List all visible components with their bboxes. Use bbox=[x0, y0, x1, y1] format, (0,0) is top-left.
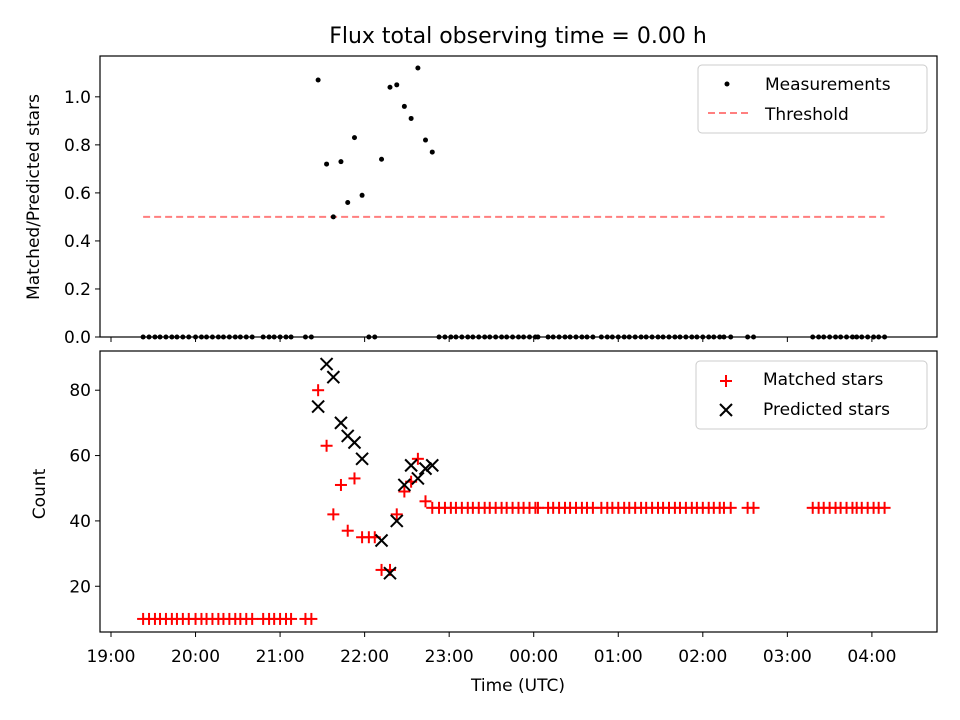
predicted-star-point bbox=[326, 370, 341, 384]
count-y-tick-label: 20 bbox=[69, 577, 91, 597]
count-x-ticks: 19:00 20:00 21:00 22:00 23:00 00:00 01:00 02:00… bbox=[86, 632, 896, 667]
ratio-y-tick-label: 0.0 bbox=[64, 328, 91, 348]
measurement-point bbox=[394, 82, 400, 88]
ratio-panel: Flux total observing time = 0.00 h 0.00.… bbox=[24, 24, 938, 348]
measurement-point bbox=[415, 65, 421, 71]
count-panel: 20 40 60 80 19:00 20:00 21:00 22:00 23:00 00:00 0… bbox=[30, 350, 938, 696]
predicted-star-point bbox=[411, 471, 425, 486]
predicted-star-point bbox=[374, 533, 389, 548]
count-y-axis-label: Count bbox=[30, 468, 50, 519]
x-tick-label: 01:00 bbox=[594, 647, 643, 667]
predicted-star-point bbox=[425, 458, 439, 473]
ratio-y-axis-label: Matched/Predicted stars bbox=[24, 94, 44, 300]
count-y-ticks: 20 40 60 80 bbox=[69, 381, 100, 597]
matched-star-point bbox=[419, 495, 432, 508]
ratio-legend: Measurements Threshold bbox=[697, 64, 928, 134]
ratio-y-tick-label: 0.2 bbox=[64, 280, 91, 300]
matched-star-point bbox=[724, 501, 737, 514]
measurement-point bbox=[315, 77, 321, 83]
predicted-star-point bbox=[418, 461, 433, 476]
predicted-star-point bbox=[334, 416, 348, 430]
ratio-legend-box bbox=[697, 64, 928, 134]
legend-predicted-label: Predicted stars bbox=[763, 400, 890, 420]
count-legend-box bbox=[695, 360, 928, 430]
predicted-star-point bbox=[355, 452, 369, 466]
count-legend: Matched stars Predicted stars bbox=[695, 360, 928, 430]
predicted-star-point bbox=[397, 478, 412, 492]
predicted-star-point bbox=[347, 435, 362, 450]
measurement-point bbox=[324, 161, 330, 167]
matched-star-point bbox=[312, 384, 325, 397]
chart-title: Flux total observing time = 0.00 h bbox=[329, 24, 707, 49]
x-tick-label: 02:00 bbox=[678, 647, 727, 667]
matched-star-point bbox=[334, 478, 347, 491]
matched-star-point bbox=[747, 501, 760, 514]
predicted-star-point bbox=[311, 399, 325, 414]
predicted-star-point bbox=[319, 357, 334, 371]
measurement-point bbox=[401, 103, 407, 109]
matched-star-point bbox=[246, 612, 259, 625]
matched-star-point bbox=[348, 472, 361, 485]
measurement-point bbox=[338, 159, 344, 165]
measurement-point bbox=[351, 135, 357, 141]
count-y-tick-label: 60 bbox=[69, 447, 91, 467]
count-axes-frame bbox=[99, 350, 938, 633]
predicted-star-point bbox=[390, 514, 404, 528]
x-tick-label: 19:00 bbox=[86, 647, 135, 667]
ratio-y-tick-label: 0.6 bbox=[64, 184, 91, 204]
matched-star-point bbox=[531, 501, 544, 514]
ratio-y-tick-label: 1.0 bbox=[64, 88, 91, 108]
x-tick-label: 23:00 bbox=[425, 647, 474, 667]
matched-star-point bbox=[305, 612, 318, 625]
measurement-point bbox=[359, 192, 365, 198]
ratio-x-ticks bbox=[110, 337, 873, 342]
ratio-y-tick-label: 0.4 bbox=[64, 232, 91, 252]
measurement-point bbox=[345, 200, 351, 206]
measurement-point bbox=[408, 115, 414, 121]
x-tick-label: 00:00 bbox=[509, 647, 558, 667]
legend-threshold-label: Threshold bbox=[764, 105, 849, 125]
x-axis-label: Time (UTC) bbox=[470, 676, 565, 696]
count-plot-marks bbox=[137, 357, 891, 625]
x-tick-label: 21:00 bbox=[256, 647, 305, 667]
predicted-star-point bbox=[383, 566, 397, 580]
matched-star-point bbox=[878, 501, 891, 514]
measurement-point bbox=[379, 156, 385, 162]
count-y-tick-label: 80 bbox=[69, 381, 91, 401]
ratio-y-ticks: 0.0 0.2 0.4 0.6 0.8 1.0 bbox=[64, 88, 100, 348]
measurement-point bbox=[387, 84, 393, 90]
matched-star-point bbox=[320, 439, 333, 452]
matched-star-point bbox=[398, 485, 411, 498]
measurement-point bbox=[330, 214, 336, 220]
legend-matched-marker bbox=[720, 375, 732, 387]
matched-star-point bbox=[411, 452, 424, 465]
x-tick-label: 03:00 bbox=[763, 647, 812, 667]
predicted-star-point bbox=[404, 458, 418, 473]
x-tick-label: 04:00 bbox=[847, 647, 896, 667]
measurement-point bbox=[423, 137, 428, 143]
matched-star-point bbox=[390, 508, 403, 521]
x-tick-label: 20:00 bbox=[171, 647, 220, 667]
legend-measurements-marker bbox=[724, 81, 730, 87]
legend-measurements-label: Measurements bbox=[765, 75, 891, 95]
x-tick-label: 22:00 bbox=[340, 647, 389, 667]
count-y-tick-label: 40 bbox=[69, 512, 91, 532]
legend-matched-label: Matched stars bbox=[763, 370, 883, 390]
measurement-point bbox=[429, 149, 435, 155]
matched-star-point bbox=[327, 508, 340, 521]
ratio-axes-frame bbox=[99, 55, 938, 338]
matched-star-point bbox=[341, 524, 354, 537]
matched-star-point bbox=[285, 612, 298, 625]
legend-predicted-marker bbox=[719, 403, 733, 417]
ratio-y-tick-label: 0.8 bbox=[64, 136, 91, 156]
